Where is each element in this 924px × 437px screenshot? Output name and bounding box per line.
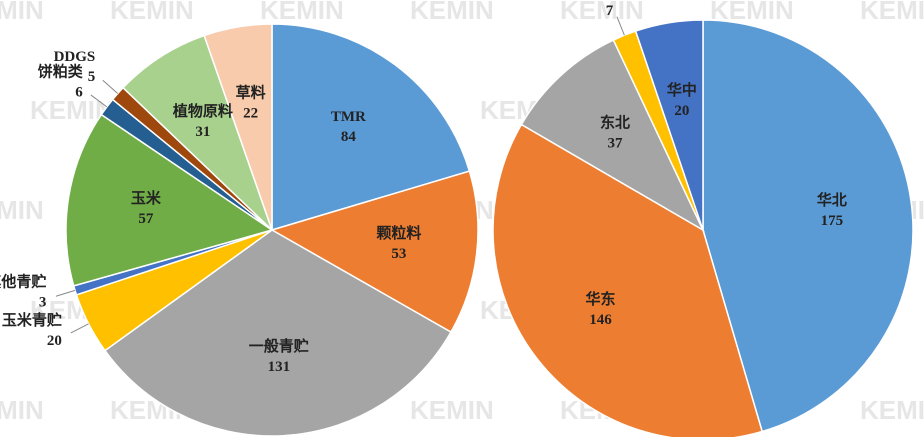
watermark: KEMIN (410, 0, 494, 25)
slice-value: 31 (195, 124, 210, 140)
slice-value: 131 (268, 359, 291, 375)
leader-line (616, 16, 625, 36)
watermark: KEMIN (0, 395, 44, 425)
slice-value: 175 (821, 213, 844, 229)
pie-slice (702, 19, 914, 433)
slice-value: 37 (607, 136, 623, 152)
labels: TMR 84 颗粒料 53 一般青贮 131 玉米青贮 20 其他青贮 3 玉米 57 饼粕类 6 DDGS… (0, 49, 421, 375)
leader-line (55, 289, 76, 297)
pie-slice (492, 123, 764, 437)
slice-label: 草料 (236, 84, 266, 102)
watermark: KEMIN (860, 395, 924, 425)
labels: 华北175华东146东北37华南7华中20 (586, 3, 847, 328)
leader-line (90, 94, 108, 108)
slice-label: 华北 (817, 191, 847, 209)
slice-value: 7 (606, 3, 614, 19)
watermark: KEMIN (0, 0, 44, 25)
slice-label: 植物原料 (173, 102, 233, 120)
slice-label: 东北 (600, 114, 630, 132)
watermark: KEMIN (410, 395, 494, 425)
slice-label: TMR (331, 109, 366, 125)
leader-line (70, 323, 89, 334)
pie-slice (103, 229, 452, 437)
slice-value: 53 (391, 246, 406, 262)
slice-label: 颗粒料 (376, 224, 421, 242)
slice-label: DDGS (54, 49, 96, 65)
slice-label: 一般青贮 (249, 337, 309, 355)
slice-label: 饼粕类 (38, 62, 84, 80)
pie-slice (203, 23, 273, 231)
slice-value: 22 (243, 106, 258, 122)
slice-value: 5 (88, 69, 96, 85)
pie-slice (65, 113, 274, 287)
watermark: KEMIN (560, 0, 644, 25)
pie-slice (270, 170, 479, 334)
slice-label: 华中 (667, 81, 697, 99)
slice-value: 84 (341, 129, 357, 145)
pie-slice (121, 34, 273, 231)
slice-label: 其他青贮 (0, 273, 46, 291)
slice-label: 华东 (586, 290, 616, 308)
watermark: KEMIN (110, 0, 194, 25)
pie-slice (520, 39, 705, 232)
slice-value: 57 (138, 211, 154, 227)
pie (65, 23, 479, 437)
pie (492, 19, 914, 437)
slice-value: 6 (75, 84, 83, 100)
watermark: KEMIN (860, 0, 924, 25)
slice-value: 3 (39, 295, 47, 311)
leader-line (102, 79, 119, 94)
pie-slice (271, 23, 471, 232)
slice-value: 20 (674, 103, 689, 119)
watermark: KEMIN (260, 0, 344, 25)
watermark: KEMIN (0, 195, 44, 225)
slice-label: 玉米 (131, 189, 162, 207)
pie-slice (634, 19, 704, 231)
slice-label: 玉米青贮 (2, 311, 62, 329)
slice-value: 146 (589, 312, 612, 328)
slice-value: 20 (47, 333, 62, 349)
